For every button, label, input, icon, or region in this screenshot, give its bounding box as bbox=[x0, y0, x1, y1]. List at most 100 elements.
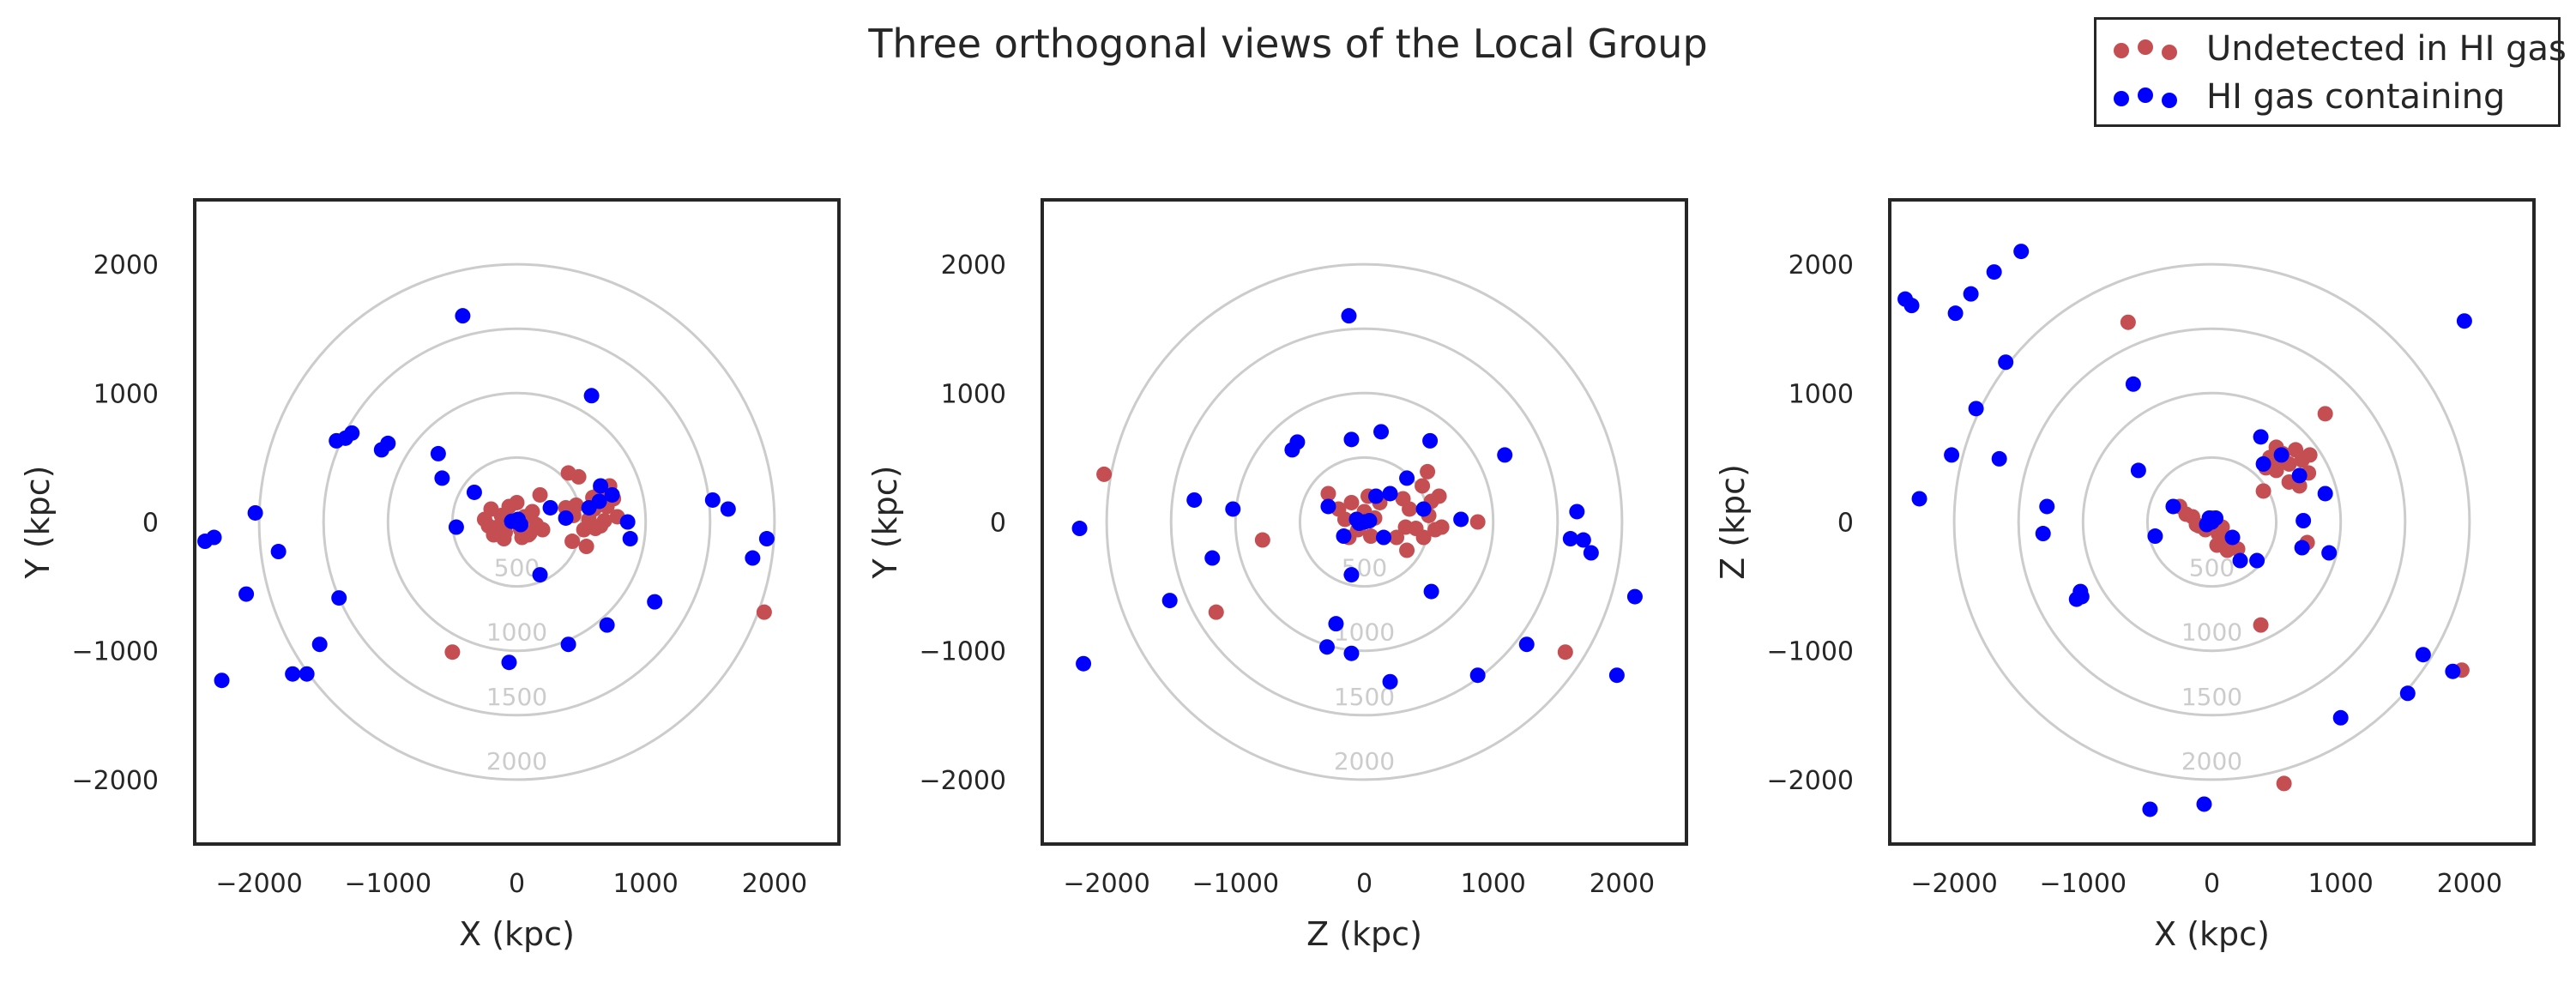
legend-marker-hi-gas bbox=[2110, 84, 2179, 110]
legend-marker-undetected bbox=[2110, 36, 2179, 62]
y-tick-label: −1000 bbox=[72, 637, 159, 667]
distance-ring bbox=[1952, 262, 2471, 781]
hi-gas-point bbox=[2073, 588, 2090, 605]
hi-gas-point bbox=[2321, 545, 2338, 561]
hi-gas-point bbox=[448, 519, 464, 535]
hi-gas-point bbox=[1343, 567, 1360, 583]
legend-label-hi-gas: HI gas containing bbox=[2206, 77, 2506, 117]
distance-ring bbox=[1234, 391, 1495, 653]
hi-gas-point bbox=[247, 504, 263, 521]
undetected-point bbox=[2253, 617, 2269, 633]
hi-gas-point bbox=[285, 666, 301, 682]
distance-rings bbox=[1952, 262, 2471, 781]
undetected-point bbox=[596, 512, 612, 528]
y-tick-label: 2000 bbox=[941, 250, 1006, 280]
hi-gas-point bbox=[2196, 796, 2212, 812]
x-tick-label: 0 bbox=[2204, 869, 2220, 899]
hi-gas-point bbox=[1423, 583, 1439, 600]
y-tick-label: 0 bbox=[1837, 509, 1854, 539]
hi-gas-point bbox=[311, 636, 328, 653]
hi-gas-point bbox=[1204, 550, 1221, 566]
hi-gas-point bbox=[647, 594, 663, 610]
distance-rings bbox=[1105, 262, 1624, 781]
undetected-point bbox=[2317, 406, 2333, 422]
x-tick-label: 2000 bbox=[1590, 869, 1655, 899]
hi-gas-point bbox=[2332, 709, 2349, 726]
legend: Undetected in HI gas HI gas containing bbox=[2094, 17, 2567, 127]
ring-label: 500 bbox=[2189, 554, 2235, 582]
x-tick-label: 0 bbox=[1356, 869, 1372, 899]
hi-gas-point bbox=[206, 529, 222, 546]
hi-gas-point bbox=[2201, 510, 2217, 526]
undetected-point bbox=[1433, 519, 1450, 535]
hi-gas-point bbox=[1289, 434, 1306, 450]
hi-gas-point bbox=[1318, 639, 1335, 655]
hi-gas-point bbox=[1453, 511, 1469, 528]
undetected-point bbox=[1254, 532, 1270, 548]
hi-gas-point bbox=[1343, 645, 1360, 661]
undetected-point bbox=[2209, 537, 2225, 553]
hi-gas-point bbox=[2147, 528, 2163, 545]
ring-label: 1000 bbox=[2181, 618, 2242, 647]
hi-gas-point bbox=[2130, 462, 2146, 479]
hi-gas-point bbox=[745, 550, 761, 566]
y-tick-label: 1000 bbox=[94, 379, 159, 409]
hi-gas-point bbox=[604, 486, 620, 503]
y-tick-label: −2000 bbox=[920, 766, 1006, 796]
hi-gas-point bbox=[1328, 616, 1344, 632]
hi-gas-point bbox=[560, 636, 576, 653]
x-tick-label: −1000 bbox=[345, 869, 431, 899]
y-tick-label: −1000 bbox=[1767, 637, 1854, 667]
hi-gas-point bbox=[1382, 673, 1398, 690]
undetected-point bbox=[1415, 529, 1432, 546]
undetected-point bbox=[1208, 604, 1224, 620]
hi-gas-point bbox=[1186, 492, 1203, 508]
hi-gas-point bbox=[1348, 511, 1365, 528]
hi-gas-point bbox=[2295, 512, 2312, 528]
hi-gas-point bbox=[1968, 401, 1984, 417]
hi-gas-point bbox=[270, 544, 287, 560]
ring-label: 2000 bbox=[1334, 747, 1395, 775]
undetected-point bbox=[1469, 514, 1486, 530]
hi-gas-point bbox=[2273, 447, 2289, 463]
y-tick-label: −2000 bbox=[72, 766, 159, 796]
hi-gas-point bbox=[2456, 313, 2472, 329]
hi-gas-point bbox=[2224, 529, 2241, 546]
series-hi-gas bbox=[1071, 308, 1643, 690]
hi-gas-point bbox=[2253, 429, 2269, 445]
x-tick-label: −1000 bbox=[1192, 869, 1279, 899]
undetected-point bbox=[568, 497, 584, 513]
hi-gas-point bbox=[1947, 305, 1964, 322]
undetected-point bbox=[1397, 519, 1414, 535]
hi-gas-point bbox=[1963, 286, 1979, 302]
x-axis-label: X (kpc) bbox=[459, 915, 575, 953]
distance-ring bbox=[322, 327, 712, 717]
y-tick-label: 1000 bbox=[941, 379, 1006, 409]
hi-gas-point bbox=[1497, 447, 1513, 463]
hi-gas-point bbox=[1575, 532, 1591, 548]
ring-label: 2000 bbox=[486, 747, 547, 775]
hi-gas-point bbox=[591, 493, 607, 510]
hi-gas-point bbox=[1376, 529, 1392, 546]
hi-gas-point bbox=[2249, 552, 2265, 569]
undetected-point bbox=[1557, 644, 1573, 660]
hi-gas-point bbox=[1225, 501, 1241, 517]
hi-gas-point bbox=[2255, 455, 2271, 472]
hi-gas-point bbox=[2291, 467, 2308, 484]
hi-gas-point bbox=[331, 590, 347, 606]
hi-gas-point bbox=[2415, 647, 2431, 663]
y-tick-label: 2000 bbox=[94, 250, 159, 280]
distance-ring bbox=[1169, 327, 1559, 717]
undetected-point bbox=[578, 539, 594, 555]
hi-gas-point bbox=[1422, 432, 1439, 449]
hi-gas-point bbox=[593, 478, 609, 494]
distance-ring bbox=[2145, 455, 2278, 588]
x-tick-label: −1000 bbox=[2040, 869, 2127, 899]
y-tick-label: 1000 bbox=[1789, 379, 1854, 409]
distance-ring bbox=[386, 391, 648, 653]
legend-label-undetected: Undetected in HI gas bbox=[2206, 29, 2567, 69]
series-undetected bbox=[2120, 314, 2470, 792]
y-tick-label: 0 bbox=[142, 509, 159, 539]
data-points bbox=[197, 308, 775, 689]
